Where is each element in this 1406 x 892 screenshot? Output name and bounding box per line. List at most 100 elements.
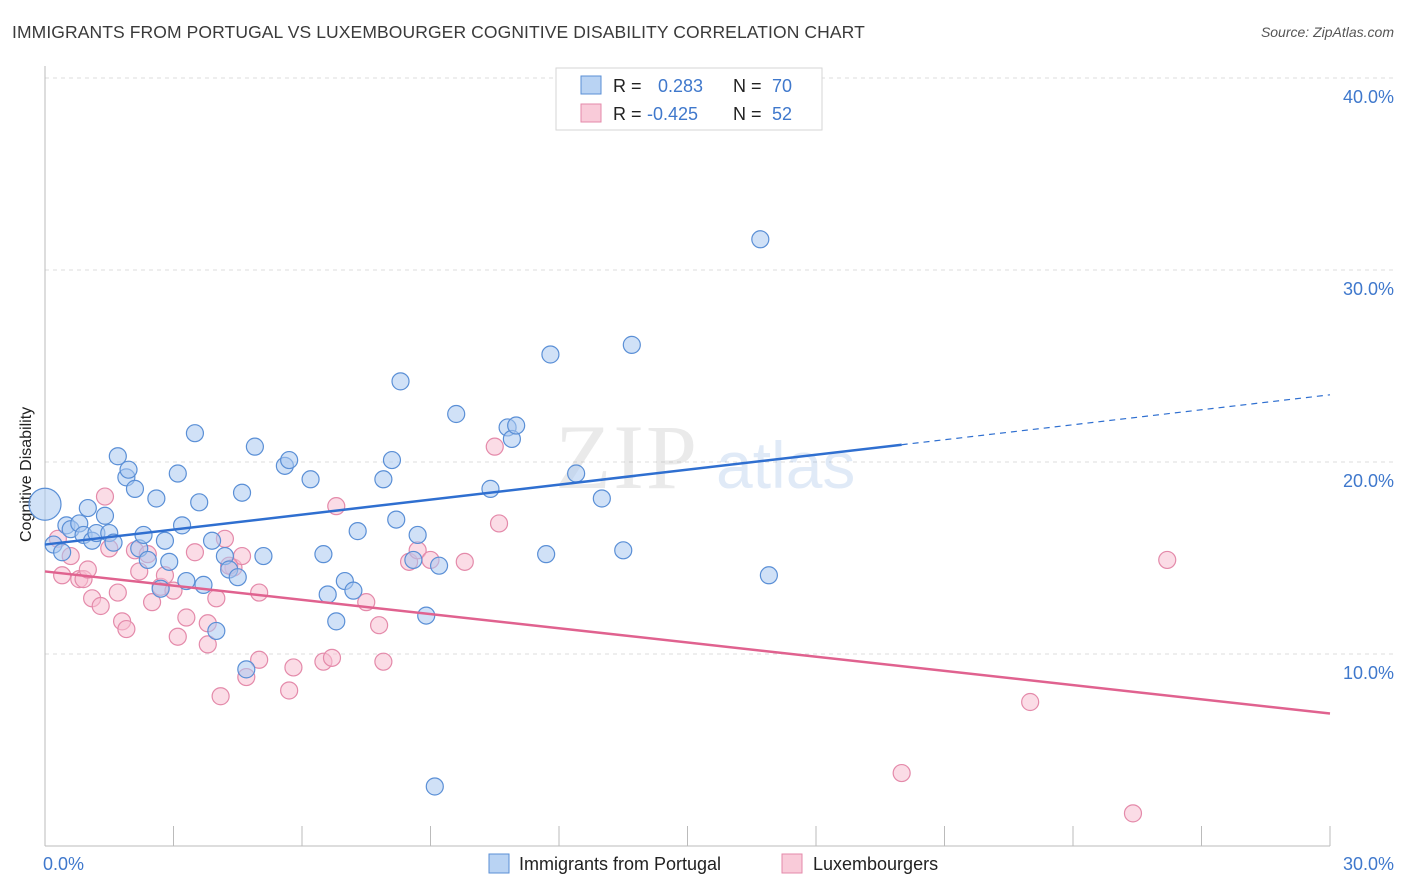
portugal-point [391, 372, 410, 391]
luxembourgers-point [177, 608, 196, 627]
portugal-point [429, 556, 449, 575]
luxembourgers-point [485, 437, 504, 456]
portugal-point [138, 550, 157, 570]
portugal-trend-line [44, 443, 902, 546]
trend-lines [44, 394, 1331, 715]
portugal-point [759, 566, 778, 585]
portugal-point [417, 606, 436, 625]
luxembourgers-point [892, 763, 911, 783]
luxembourgers-point [117, 619, 136, 639]
portugal-point [592, 489, 611, 508]
portugal-point [622, 335, 641, 354]
watermark: ZIP atlas [555, 406, 855, 508]
luxembourgers-point [1158, 550, 1177, 570]
portugal-point [327, 612, 346, 631]
portugal-point [614, 541, 633, 560]
portugal-point [160, 552, 179, 571]
chart-title: IMMIGRANTS FROM PORTUGAL VS LUXEMBOURGER… [12, 22, 865, 42]
legend-swatch-blue [580, 75, 602, 95]
portugal-point [408, 525, 427, 545]
luxembourgers-trend-line [44, 570, 1331, 715]
axes [44, 66, 1331, 847]
luxembourgers-point [185, 543, 205, 562]
portugal-point [245, 437, 264, 456]
legend-label-portugal: Immigrants from Portugal [519, 854, 721, 874]
luxembourgers-point [1021, 692, 1040, 712]
luxembourgers-point [95, 487, 115, 506]
luxembourgers-point [91, 596, 110, 616]
portugal-point [232, 483, 252, 502]
portugal-point [125, 479, 145, 498]
grid-lines [45, 77, 1395, 655]
luxembourgers-point [1123, 804, 1143, 823]
luxembourgers-point [374, 652, 393, 671]
portugal-point [541, 345, 560, 364]
luxembourgers-point [168, 627, 187, 646]
portugal-point [168, 464, 187, 483]
portugal-point [207, 621, 226, 641]
portugal-point [751, 230, 770, 249]
y-tick-labels: 10.0% 20.0% 30.0% 40.0% [1343, 87, 1394, 683]
legend-n-label-pink: N = [733, 104, 762, 124]
portugal-point [537, 545, 556, 564]
legend-swatch-luxembourgers [781, 853, 803, 874]
portugal-point [104, 533, 123, 552]
luxembourgers-point [489, 514, 509, 533]
portugal-point [567, 464, 586, 483]
portugal-point [185, 424, 205, 443]
luxembourgers-point [455, 552, 474, 571]
portugal-point [155, 531, 175, 550]
luxembourgers-point [370, 616, 389, 635]
luxembourgers-point [207, 589, 226, 608]
portugal-point-large [28, 487, 62, 521]
legend-swatch-pink [580, 103, 602, 123]
portugal-point [301, 470, 320, 489]
portugal-point [190, 493, 209, 512]
portugal-point [147, 489, 166, 508]
legend-label-luxembourgers: Luxembourgers [813, 854, 938, 874]
portugal-point [202, 531, 222, 550]
portugal-points [28, 230, 778, 796]
y-tick-label: 30.0% [1343, 279, 1394, 299]
portugal-point [314, 545, 333, 564]
portugal-point [53, 543, 72, 562]
legend-r-label-pink: R = [613, 104, 642, 124]
legend-n-label-blue: N = [733, 76, 762, 96]
portugal-point [425, 777, 444, 796]
x-tick-label-max: 30.0% [1343, 854, 1394, 874]
watermark-atlas: atlas [716, 428, 855, 502]
luxembourgers-point [108, 583, 127, 602]
luxembourgers-point [284, 658, 303, 677]
legend-n-value-pink: 52 [772, 104, 792, 124]
watermark-zip: ZIP [555, 406, 699, 508]
portugal-point [481, 479, 500, 498]
portugal-point [344, 581, 363, 600]
luxembourgers-point [211, 687, 230, 706]
portugal-point [447, 404, 466, 424]
luxembourgers-point [53, 566, 72, 585]
y-tick-label: 40.0% [1343, 87, 1394, 107]
portugal-point [228, 568, 247, 587]
luxembourgers-point [250, 650, 269, 669]
portugal-point [318, 585, 337, 604]
legend-swatch-portugal [488, 853, 510, 874]
portugal-point [254, 546, 273, 566]
luxembourgers-point [78, 560, 97, 579]
luxembourgers-point [142, 593, 162, 612]
portugal-point [78, 498, 97, 518]
portugal-point [95, 506, 115, 525]
portugal-point [374, 470, 393, 489]
series-legend: Immigrants from Portugal Luxembourgers [488, 853, 938, 874]
correlation-legend: R = 0.283 N = 70 R = -0.425 N = 52 [555, 67, 823, 131]
portugal-point [172, 516, 192, 535]
y-tick-label: 20.0% [1343, 471, 1394, 491]
portugal-point [404, 550, 423, 570]
portugal-point [348, 522, 367, 541]
portugal-point [280, 450, 299, 470]
portugal-point [119, 460, 138, 479]
luxembourgers-point [322, 648, 342, 667]
luxembourgers-point [280, 681, 299, 700]
legend-r-value-blue: 0.283 [658, 76, 703, 96]
legend-r-value-pink: -0.425 [647, 104, 698, 124]
